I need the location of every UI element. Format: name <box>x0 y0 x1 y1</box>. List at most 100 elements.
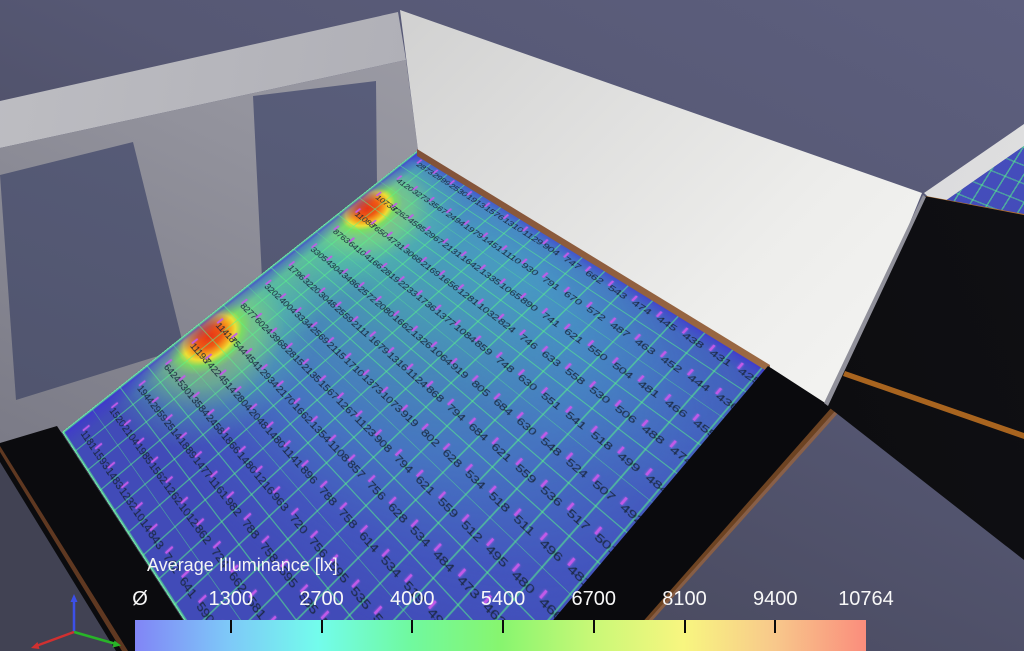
illuminance-value: 466 <box>662 397 690 420</box>
illuminance-value: 741 <box>539 310 563 329</box>
y-axis-icon <box>73 630 117 646</box>
illuminance-value: 794 <box>392 452 416 476</box>
illuminance-value: 794 <box>444 402 468 424</box>
colorbar-tick <box>683 620 686 633</box>
illuminance-value: 518 <box>588 429 615 453</box>
illuminance-value: 788 <box>316 484 340 509</box>
legend-scale-value: 2700 <box>299 588 344 610</box>
illuminance-value: 559 <box>435 495 461 521</box>
illuminance-value: 621 <box>562 326 586 346</box>
illuminance-value: 548 <box>538 435 564 459</box>
illuminance-value: 541 <box>563 409 589 432</box>
legend-scale-value: 4000 <box>390 588 435 610</box>
colorbar-tick <box>592 620 595 633</box>
illuminance-value: 506 <box>612 403 639 426</box>
illuminance-value: 1124 <box>403 366 430 390</box>
illuminance-value: 543 <box>605 283 629 301</box>
illuminance-value: 824 <box>495 316 518 335</box>
illuminance-value: 791 <box>539 275 562 292</box>
illuminance-value: 524 <box>563 456 590 481</box>
illuminance-value: 484 <box>430 547 457 576</box>
illuminance-value: 621 <box>413 473 438 498</box>
legend-scale-value: 6700 <box>571 588 617 610</box>
illuminance-value: 507 <box>590 478 618 504</box>
illuminance-value: 982 <box>222 495 244 519</box>
illuminance-value: 628 <box>440 446 465 470</box>
illuminance-value: 444 <box>685 372 713 394</box>
illuminance-value: 499 <box>615 450 643 475</box>
colorbar-tick <box>411 620 414 633</box>
illuminance-value: 518 <box>486 489 512 515</box>
illuminance-value: 463 <box>632 337 658 357</box>
illuminance-value: 630 <box>514 415 539 438</box>
illuminance-value: 857 <box>344 458 368 481</box>
illuminance-value: 534 <box>407 523 433 550</box>
illuminance-value: 530 <box>586 384 613 406</box>
legend-scale-value: 9400 <box>753 588 798 610</box>
illuminance-value: 517 <box>564 506 592 534</box>
illuminance-value: 684 <box>466 421 490 444</box>
legend-scale-value: Ø <box>132 588 148 610</box>
illuminance-value: 684 <box>491 396 515 418</box>
legend-scale-value: 1300 <box>208 588 254 610</box>
legend-scale-value: 10764 <box>838 588 894 610</box>
legend-title: Average Illuminance [lx] <box>147 555 338 575</box>
illuminance-value: 930 <box>519 261 541 278</box>
z-axis-arrow-icon <box>70 594 78 602</box>
colorbar-tick <box>320 620 323 633</box>
illuminance-value: 452 <box>658 354 685 375</box>
legend-scale-value: 5400 <box>480 588 526 610</box>
illuminance-value: 474 <box>629 298 654 317</box>
illuminance-value: 534 <box>462 467 488 492</box>
illuminance-value: 630 <box>515 372 540 393</box>
axes-gizmo <box>31 594 121 649</box>
illuminance-value: 628 <box>385 500 410 526</box>
illuminance-value: 534 <box>378 553 404 581</box>
colorbar-tick <box>229 620 232 633</box>
legend-colorbar <box>135 620 866 651</box>
illuminance-value: 550 <box>585 343 610 363</box>
illuminance-value: 535 <box>348 583 374 613</box>
illuminance-value: 511 <box>511 512 537 538</box>
illuminance-value: 788 <box>239 516 262 542</box>
x-axis-icon <box>35 630 75 648</box>
illuminance-value: 614 <box>356 529 381 556</box>
illuminance-value: 868 <box>423 384 446 405</box>
illuminance-value: 1123 <box>352 413 379 439</box>
illuminance-value: 748 <box>493 355 517 375</box>
illuminance-value: 805 <box>469 378 493 399</box>
illuminance-value: 473 <box>454 573 482 602</box>
illuminance-value: 536 <box>537 483 565 509</box>
illuminance-value: 1065 <box>497 281 524 302</box>
illuminance-value: 890 <box>518 295 541 313</box>
illuminance-value: 559 <box>512 461 539 486</box>
illuminance-value: 551 <box>538 390 564 412</box>
colorbar-tick <box>774 620 777 633</box>
illuminance-value: 495 <box>483 542 511 570</box>
illuminance-value: 756 <box>364 478 388 503</box>
illuminance-value: 572 <box>584 304 608 323</box>
illuminance-value: 720 <box>287 511 311 537</box>
y-axis-arrow-icon <box>112 640 121 648</box>
illuminance-value: 2111 <box>349 319 372 339</box>
illuminance-value: 512 <box>458 518 485 545</box>
illuminance-value: 919 <box>398 408 421 429</box>
illuminance-value: 919 <box>448 361 471 381</box>
illuminance-value: 747 <box>561 255 583 272</box>
illuminance-value: 445 <box>654 314 679 333</box>
illuminance-value: 662 <box>583 269 606 286</box>
illuminance-value: 496 <box>537 536 565 565</box>
illuminance-value: 746 <box>516 332 540 352</box>
illuminance-value: 621 <box>488 441 514 464</box>
illuminance-value: 438 <box>680 330 706 351</box>
illuminance-value: 633 <box>539 349 563 369</box>
legend-scale-value: 8100 <box>662 588 707 610</box>
illuminance-value: 859 <box>472 338 495 358</box>
illuminance-value: 504 <box>610 360 636 381</box>
x-axis-arrow-icon <box>31 642 40 649</box>
illuminance-value: 481 <box>635 378 662 400</box>
illuminance-value: 670 <box>561 289 585 307</box>
illuminance-value: 641 <box>177 573 199 601</box>
illuminance-value: 431 <box>707 348 734 369</box>
